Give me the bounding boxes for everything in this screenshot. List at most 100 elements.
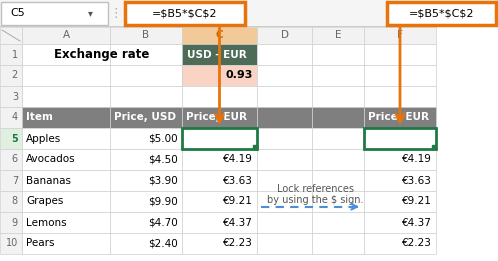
- Bar: [257, 212, 312, 233]
- Text: Price, EUR: Price, EUR: [186, 112, 247, 122]
- Bar: [364, 128, 436, 149]
- Text: =$B5*$C$2: =$B5*$C$2: [409, 9, 474, 19]
- Bar: [22, 170, 110, 191]
- Bar: [257, 65, 312, 86]
- Bar: [182, 233, 257, 254]
- Bar: [0, 149, 22, 170]
- Text: 6: 6: [12, 155, 18, 164]
- Bar: [0, 27, 22, 44]
- Text: €2.23: €2.23: [223, 239, 253, 248]
- Bar: [110, 233, 182, 254]
- Bar: [364, 86, 436, 107]
- Text: Lemons: Lemons: [26, 217, 67, 228]
- Bar: [182, 65, 257, 86]
- Text: €2.23: €2.23: [402, 239, 432, 248]
- Bar: [22, 65, 110, 86]
- Text: 1: 1: [12, 50, 18, 60]
- Bar: [22, 107, 110, 128]
- Bar: [110, 128, 182, 149]
- Bar: [0, 128, 22, 149]
- Text: F: F: [397, 31, 403, 40]
- Bar: [312, 191, 364, 212]
- Bar: [364, 44, 436, 65]
- Bar: [1, 2, 108, 25]
- Text: $4.50: $4.50: [148, 155, 178, 164]
- Text: 3: 3: [12, 92, 18, 102]
- Bar: [257, 44, 312, 65]
- Text: $3.90: $3.90: [148, 175, 178, 186]
- Bar: [182, 170, 257, 191]
- Text: E: E: [335, 31, 341, 40]
- Bar: [257, 107, 312, 128]
- Bar: [110, 27, 182, 44]
- Bar: [0, 107, 22, 128]
- Bar: [312, 86, 364, 107]
- Bar: [110, 44, 182, 65]
- Text: B: B: [142, 31, 149, 40]
- Text: €3.63: €3.63: [223, 175, 253, 186]
- Bar: [312, 212, 364, 233]
- Text: Item: Item: [26, 112, 53, 122]
- Bar: [312, 233, 364, 254]
- Bar: [22, 191, 110, 212]
- Bar: [364, 128, 436, 149]
- Text: 4: 4: [12, 112, 18, 122]
- Bar: [312, 44, 364, 65]
- Bar: [257, 128, 312, 149]
- Bar: [0, 191, 22, 212]
- Text: €9.21: €9.21: [402, 197, 432, 206]
- Bar: [257, 191, 312, 212]
- Text: €4.37: €4.37: [402, 217, 432, 228]
- Text: Bananas: Bananas: [26, 175, 71, 186]
- Text: Apples: Apples: [26, 133, 61, 144]
- Text: by using the $ sign.: by using the $ sign.: [267, 195, 364, 205]
- Bar: [0, 65, 22, 86]
- Bar: [0, 44, 22, 65]
- Text: 9: 9: [12, 217, 18, 228]
- Text: €9.21: €9.21: [223, 197, 253, 206]
- Text: 8: 8: [12, 197, 18, 206]
- Bar: [364, 149, 436, 170]
- Text: C: C: [216, 31, 223, 40]
- Bar: [364, 65, 436, 86]
- Bar: [257, 27, 312, 44]
- Text: 5: 5: [11, 133, 18, 144]
- Text: USD - EUR: USD - EUR: [187, 50, 247, 60]
- Text: €4.19: €4.19: [402, 155, 432, 164]
- Text: 0.93: 0.93: [226, 70, 253, 80]
- Bar: [387, 2, 496, 25]
- Bar: [22, 44, 110, 65]
- Bar: [257, 149, 312, 170]
- Bar: [110, 86, 182, 107]
- Bar: [364, 170, 436, 191]
- Bar: [257, 170, 312, 191]
- Bar: [0, 26, 498, 27]
- Bar: [312, 128, 364, 149]
- Bar: [182, 191, 257, 212]
- Bar: [0, 0, 498, 27]
- Bar: [182, 44, 257, 65]
- Bar: [182, 212, 257, 233]
- Bar: [364, 107, 436, 128]
- Text: C5: C5: [10, 9, 25, 19]
- Bar: [257, 86, 312, 107]
- Text: A: A: [62, 31, 70, 40]
- Text: €3.63: €3.63: [402, 175, 432, 186]
- Bar: [22, 212, 110, 233]
- Text: 10: 10: [6, 239, 18, 248]
- Bar: [22, 86, 110, 107]
- Bar: [0, 86, 22, 107]
- Bar: [0, 233, 22, 254]
- Text: =$B5*$C$2: =$B5*$C$2: [152, 9, 218, 19]
- Text: Exchange rate: Exchange rate: [54, 48, 150, 61]
- Bar: [182, 27, 257, 44]
- Text: D: D: [280, 31, 288, 40]
- Bar: [22, 27, 110, 44]
- Text: Pears: Pears: [26, 239, 54, 248]
- Bar: [312, 107, 364, 128]
- Bar: [22, 149, 110, 170]
- Bar: [0, 212, 22, 233]
- Bar: [257, 233, 312, 254]
- Bar: [182, 128, 257, 149]
- Text: Price, EUR: Price, EUR: [368, 112, 429, 122]
